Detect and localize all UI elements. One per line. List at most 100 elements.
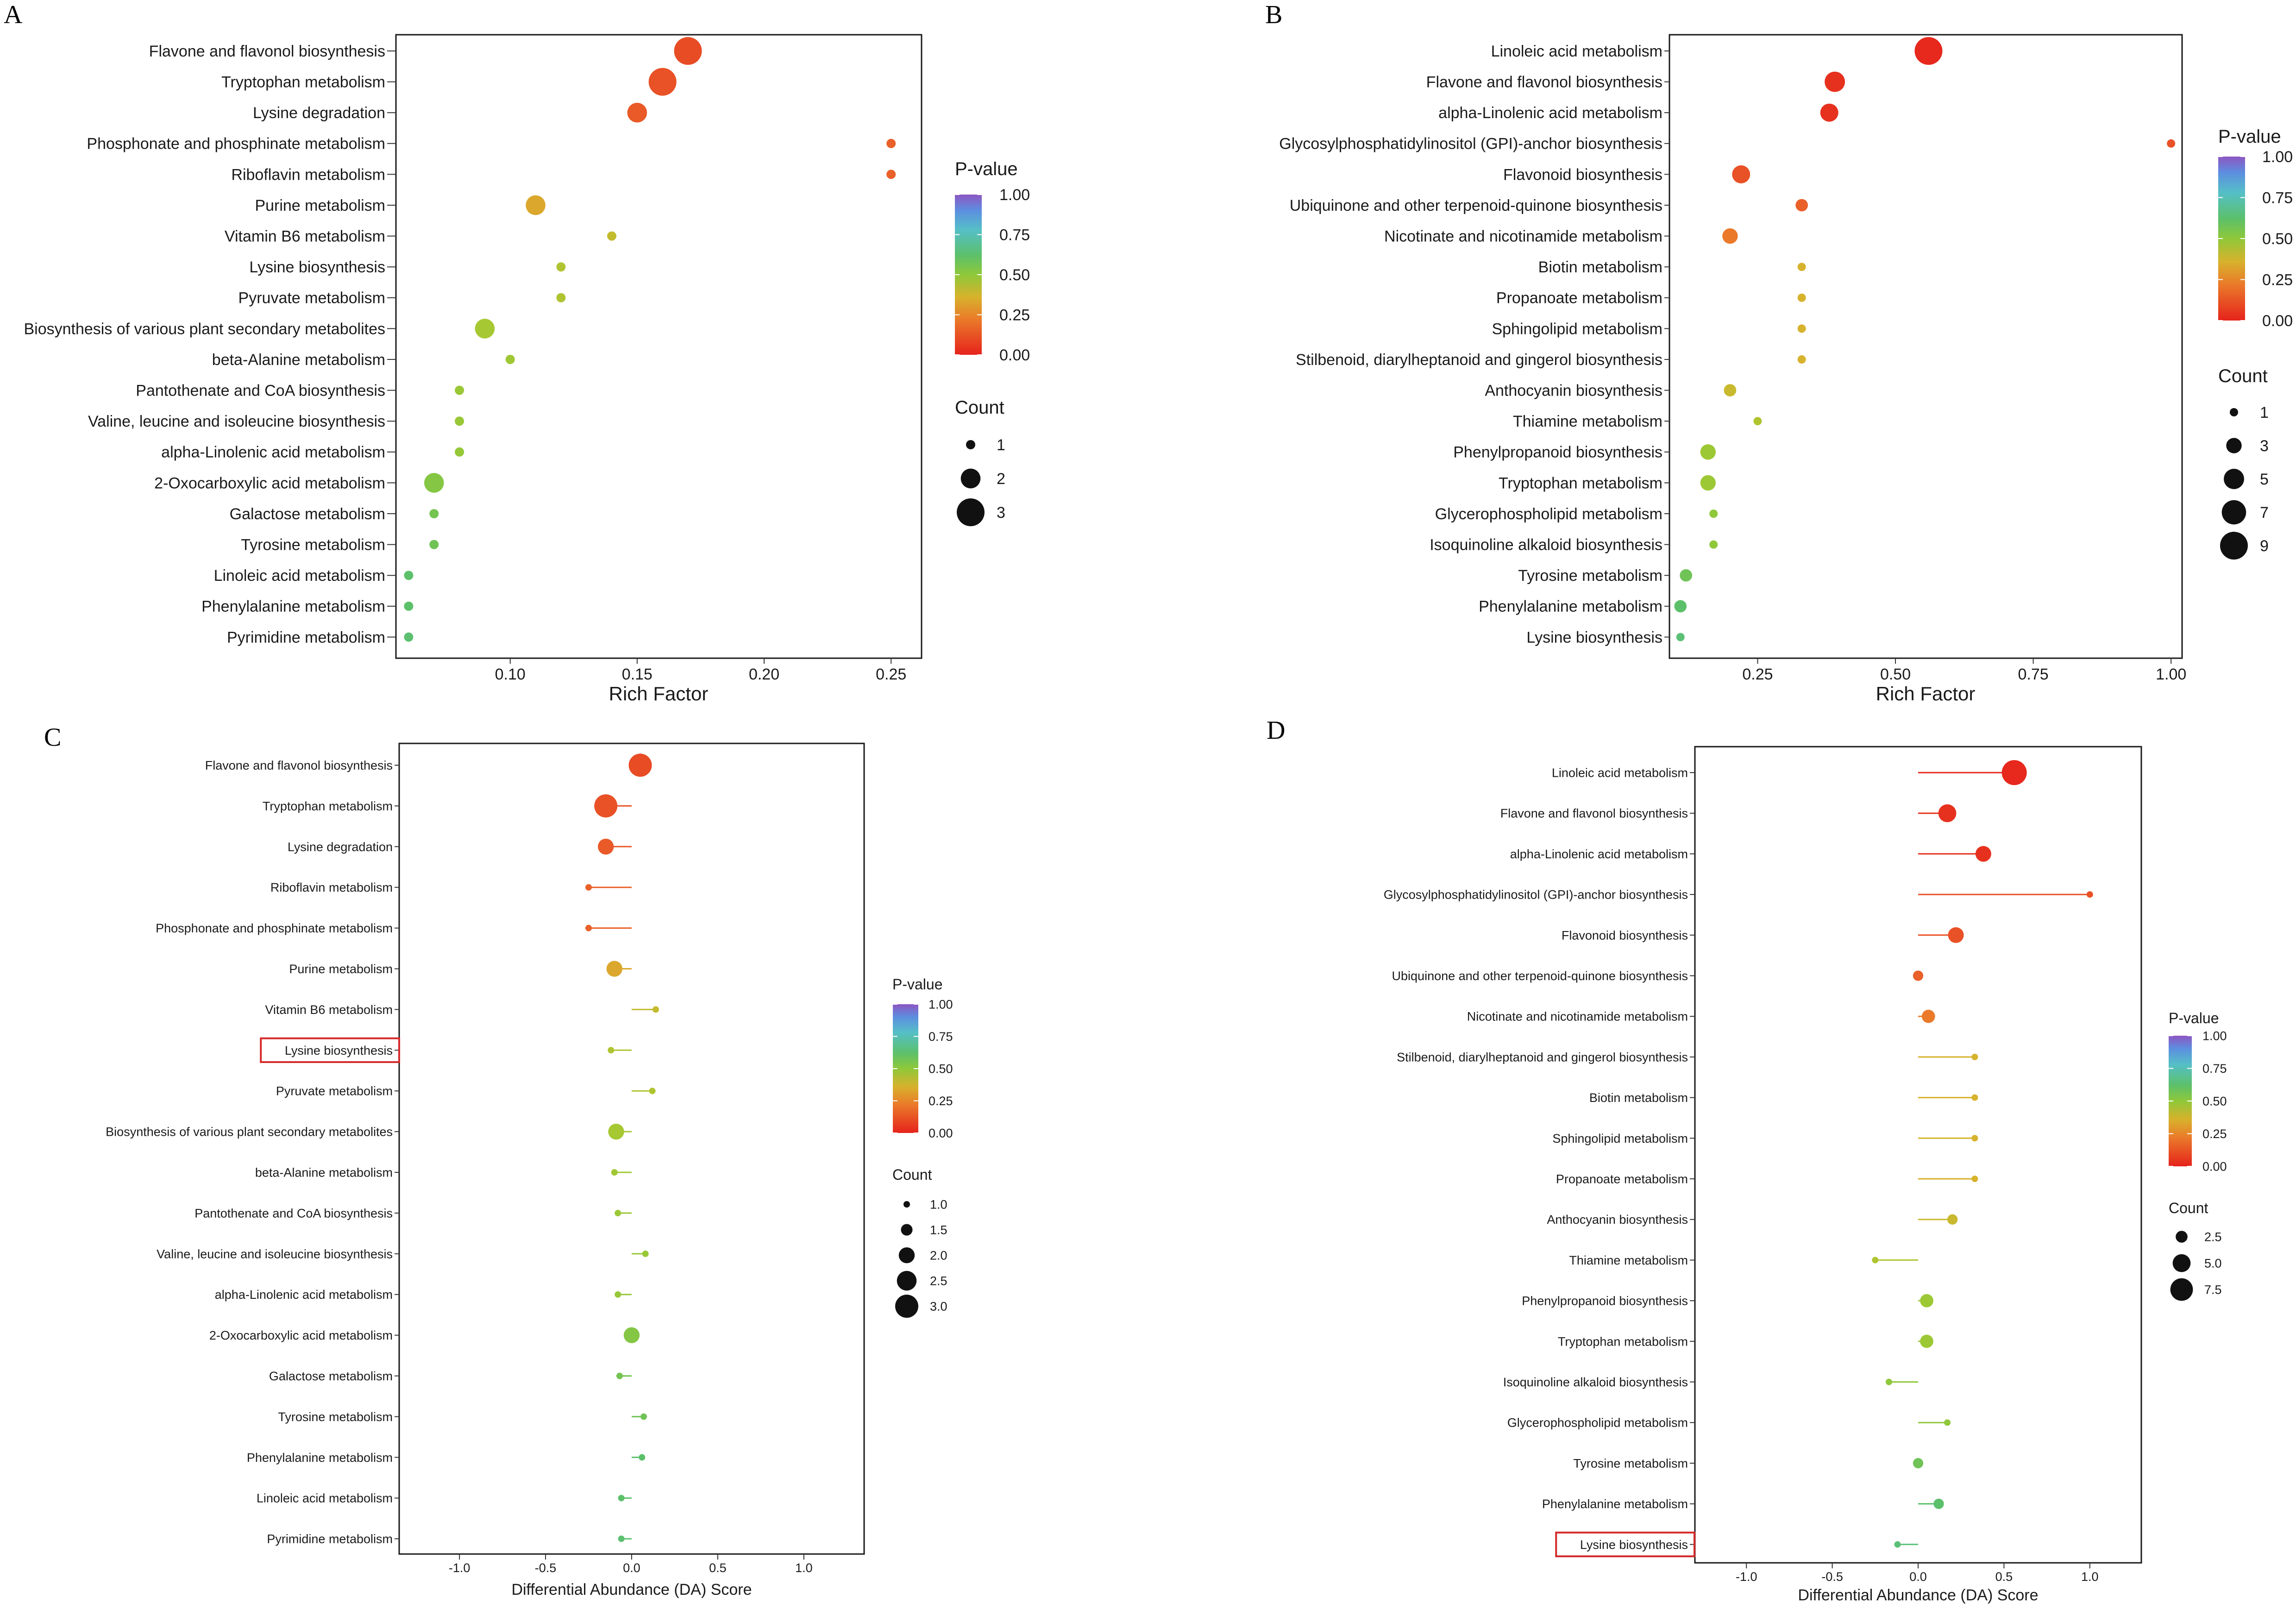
y-tick-label: Valine, leucine and isoleucine biosynthe… [157,1247,393,1261]
colorbar-tick-label: 0.00 [928,1126,953,1140]
y-tick-label: Pantothenate and CoA biosynthesis [136,382,385,400]
size-legend-dot [897,1271,917,1291]
colorbar-tick-label: 0.25 [999,306,1030,324]
y-tick-label: Phenylalanine metabolism [201,598,385,616]
point [640,1413,647,1420]
x-tick-label: 0.75 [2018,666,2049,683]
panel-b: B Linoleic acid metabolism Flavone and fl… [1265,0,2293,705]
point [627,102,647,123]
colorbar-tick-label: 0.25 [2202,1127,2227,1141]
y-tick-label: Lysine biosynthesis [285,1044,393,1057]
y-tick-label: Tyrosine metabolism [278,1410,393,1424]
point [1920,1294,1933,1308]
panel-label-b: B [1265,0,1282,29]
size-legend-label: 1.0 [930,1197,947,1211]
colorbar-tick-label: 0.75 [928,1030,953,1044]
y-tick-label: 2-Oxocarboxylic acid metabolism [209,1328,393,1342]
y-tick-label: Tryptophan metabolism [221,74,385,91]
point [1797,355,1806,364]
y-tick-label: Ubiquinone and other terpenoid-quinone b… [1392,969,1688,983]
plot-frame-b [1669,34,2183,659]
point [1680,569,1693,582]
x-tick-label: 0.15 [622,666,652,683]
rows-a: Flavone and flavonol biosynthesis Tryptop… [24,37,896,646]
point [1797,293,1806,302]
colorbar-tick-label: 0.75 [2202,1062,2227,1076]
x-axis-a: 0.10 0.15 0.20 0.25 [495,658,906,683]
size-legend-dot [2230,408,2238,416]
point [1674,600,1687,613]
y-tick-label: Propanoate metabolism [1496,289,1662,307]
y-tick-label: Flavone and flavonol biosynthesis [205,758,393,772]
x-tick-label: 1.0 [2081,1570,2099,1584]
x-tick-label: 0.10 [495,666,526,683]
point [615,1209,621,1216]
size-legend-dot [895,1295,918,1318]
y-tick-label: Lysine degradation [253,104,385,122]
x-axis-title-a: Rich Factor [609,683,709,705]
y-tick-label: beta-Alanine metabolism [212,351,385,369]
point [585,884,592,891]
y-tick-label: Linoleic acid metabolism [214,567,385,585]
y-tick-label: Galactose metabolism [230,505,385,523]
y-tick-label: alpha-Linolenic acid metabolism [215,1288,393,1302]
y-tick-label: Lysine biosynthesis [1526,629,1662,646]
y-tick-label: Riboflavin metabolism [270,881,393,894]
x-tick-label: -0.5 [535,1561,557,1575]
point [618,1495,625,1502]
panel-d: D Linoleic acid metabolism Flavone and fl… [1267,716,2227,1604]
point [1948,927,1964,943]
point [1913,970,1924,981]
y-tick-label: Linoleic acid metabolism [1491,43,1662,60]
y-tick-label: Thiamine metabolism [1569,1253,1688,1267]
plot-frame-a [395,34,922,659]
y-tick-label: Glycerophospholipid metabolism [1507,1416,1688,1430]
y-tick-label: Biotin metabolism [1589,1091,1688,1105]
legend-c: P-value 1.00 0.75 0.50 0.25 0.00 Count 1.0 1.5 2.… [892,976,953,1318]
y-tick-label: Lysine biosynthesis [249,258,385,276]
point [455,385,464,395]
y-tick-label: Nicotinate and nicotinamide metabolism [1384,228,1662,245]
y-tick-label: Vitamin B6 metabolism [225,228,385,245]
plot-frame-d [1694,746,2142,1564]
y-tick-label: Phosphonate and phosphinate metabolism [87,135,385,153]
size-legend-dot [2224,469,2244,489]
point [1885,1378,1892,1385]
point [642,1250,649,1257]
size-legend-dot [957,498,985,526]
point [1709,510,1718,518]
point [1971,1094,1978,1101]
point [1920,1334,1933,1348]
x-tick-label: 1.00 [2156,666,2186,683]
size-legend-label: 3.0 [930,1299,947,1313]
size-legend-title: Count [2169,1200,2208,1216]
size-legend-label: 3 [997,504,1005,522]
size-legend-title: Count [892,1166,932,1183]
point [1938,804,1957,823]
point [1676,633,1685,642]
y-tick-label: Pyruvate metabolism [276,1084,393,1098]
point [404,632,414,642]
size-legend-label: 2.0 [930,1248,947,1262]
point [556,293,566,302]
colorbar-tick-label: 1.00 [2262,148,2293,166]
point [429,540,439,549]
y-tick-label: Tryptophan metabolism [1499,474,1662,492]
point [1700,444,1716,460]
size-legend-dot [2172,1254,2191,1272]
colorbar-title: P-value [955,159,1018,179]
size-legend-label: 2 [997,470,1005,488]
rows-c: Flavone and flavonol biosynthesis Tryptop… [106,754,659,1546]
point [1914,37,1943,65]
colorbar-tick-label: 0.50 [928,1062,953,1076]
point [1700,475,1716,491]
y-tick-label: Nicotinate and nicotinamide metabolism [1467,1010,1688,1024]
size-legend-dot [2176,1231,2188,1243]
y-tick-label: Phenylpropanoid biosynthesis [1453,444,1662,461]
x-tick-label: -1.0 [449,1561,470,1575]
y-tick-label: Biosynthesis of various plant secondary … [106,1125,393,1139]
x-tick-label: 1.0 [795,1561,813,1575]
point [652,1006,659,1013]
point [2167,139,2176,148]
